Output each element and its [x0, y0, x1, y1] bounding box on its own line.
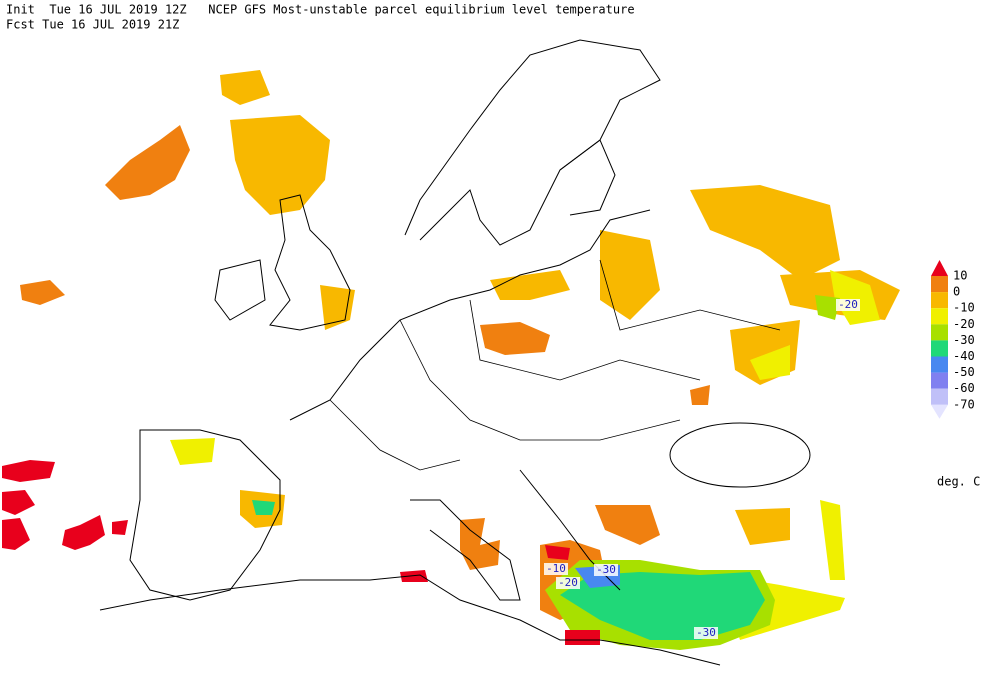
- legend-box: [931, 292, 948, 309]
- legend-box: [931, 372, 948, 389]
- patch: [2, 460, 55, 482]
- patch: [750, 345, 790, 380]
- header-line: Fcst Tue 16 JUL 2019 21Z: [6, 18, 179, 32]
- patch: [220, 70, 270, 105]
- patch: [690, 385, 710, 405]
- legend-units: deg. C: [937, 475, 980, 489]
- coastline: [214, 259, 266, 321]
- patch: [545, 545, 570, 560]
- contour-label-bg: [556, 577, 580, 589]
- patch: [690, 185, 840, 280]
- legend-box: [931, 388, 948, 405]
- coastline: [99, 574, 721, 666]
- border: [329, 399, 461, 471]
- contour-label: -30: [596, 563, 616, 576]
- patch: [112, 520, 128, 535]
- legend-box: [931, 308, 948, 325]
- coastline: [559, 139, 616, 216]
- legend: 10 0 -10 -20 -30 -40 -50 -60 -70: [931, 260, 975, 419]
- patch: [320, 285, 355, 330]
- contour-label: -30: [696, 626, 716, 639]
- patch: [820, 500, 845, 580]
- patch: [105, 125, 190, 200]
- patch: [252, 500, 275, 515]
- legend-triangle: [931, 404, 948, 419]
- legend-box: [931, 340, 948, 357]
- border: [599, 259, 781, 331]
- patch: [20, 280, 65, 305]
- legend-label: -20: [953, 317, 975, 331]
- legend-box: [931, 356, 948, 373]
- patch: [490, 270, 570, 300]
- legend-label: 10: [953, 269, 967, 283]
- patch: [815, 295, 840, 320]
- legend-label: -30: [953, 333, 975, 347]
- legend-label: -70: [953, 397, 975, 411]
- patch: [830, 270, 880, 325]
- contour-label-bg: [694, 627, 718, 639]
- patch: [600, 230, 660, 320]
- contour-label: -20: [838, 298, 858, 311]
- legend-label: -60: [953, 381, 975, 395]
- patch: [2, 490, 35, 515]
- contour-label-bg: [836, 299, 860, 311]
- coastline: [269, 194, 351, 331]
- legend-label: 0: [953, 285, 960, 299]
- patch: [595, 505, 660, 545]
- patch: [480, 322, 550, 355]
- patch: [230, 115, 330, 215]
- legend-label: -50: [953, 365, 975, 379]
- patch: [460, 518, 500, 570]
- legend-label: -40: [953, 349, 975, 363]
- coastline: [129, 429, 281, 601]
- field-patches: [2, 70, 900, 650]
- legend-label: -10: [953, 301, 975, 315]
- contour-label: -20: [558, 576, 578, 589]
- coastline: [410, 499, 521, 601]
- patch: [62, 515, 105, 550]
- contour-label-bg: [594, 564, 618, 576]
- coastline: [404, 39, 661, 246]
- patch: [565, 630, 600, 645]
- border: [469, 299, 701, 381]
- header-line: Init Tue 16 JUL 2019 12Z NCEP GFS Most-u…: [6, 3, 635, 17]
- patch: [560, 572, 765, 640]
- contour-label-bg: [544, 563, 568, 575]
- legend-box: [931, 276, 948, 293]
- coastline: [669, 422, 811, 488]
- coastline: [289, 209, 651, 421]
- patch: [735, 508, 790, 545]
- coastlines: [99, 39, 811, 666]
- patch: [170, 438, 215, 465]
- contour-labels: -20-10 -30-20-30: [544, 298, 860, 639]
- contour-label: -10: [546, 562, 566, 575]
- border: [399, 319, 681, 441]
- legend-box: [931, 324, 948, 341]
- legend-triangle: [931, 260, 948, 276]
- patch: [2, 518, 30, 550]
